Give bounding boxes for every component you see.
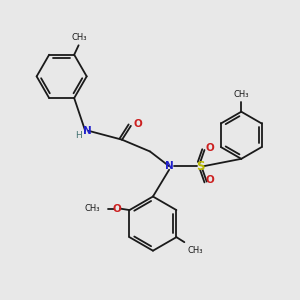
Text: H: H [75,131,82,140]
Text: CH₃: CH₃ [187,246,203,255]
Text: O: O [134,119,142,129]
Text: O: O [113,204,122,214]
Text: O: O [206,175,215,185]
Text: N: N [83,126,92,136]
Text: N: N [165,161,174,171]
Text: CH₃: CH₃ [72,33,87,42]
Text: S: S [196,160,204,173]
Text: CH₃: CH₃ [85,204,100,213]
Text: CH₃: CH₃ [233,90,249,99]
Text: O: O [206,142,215,153]
